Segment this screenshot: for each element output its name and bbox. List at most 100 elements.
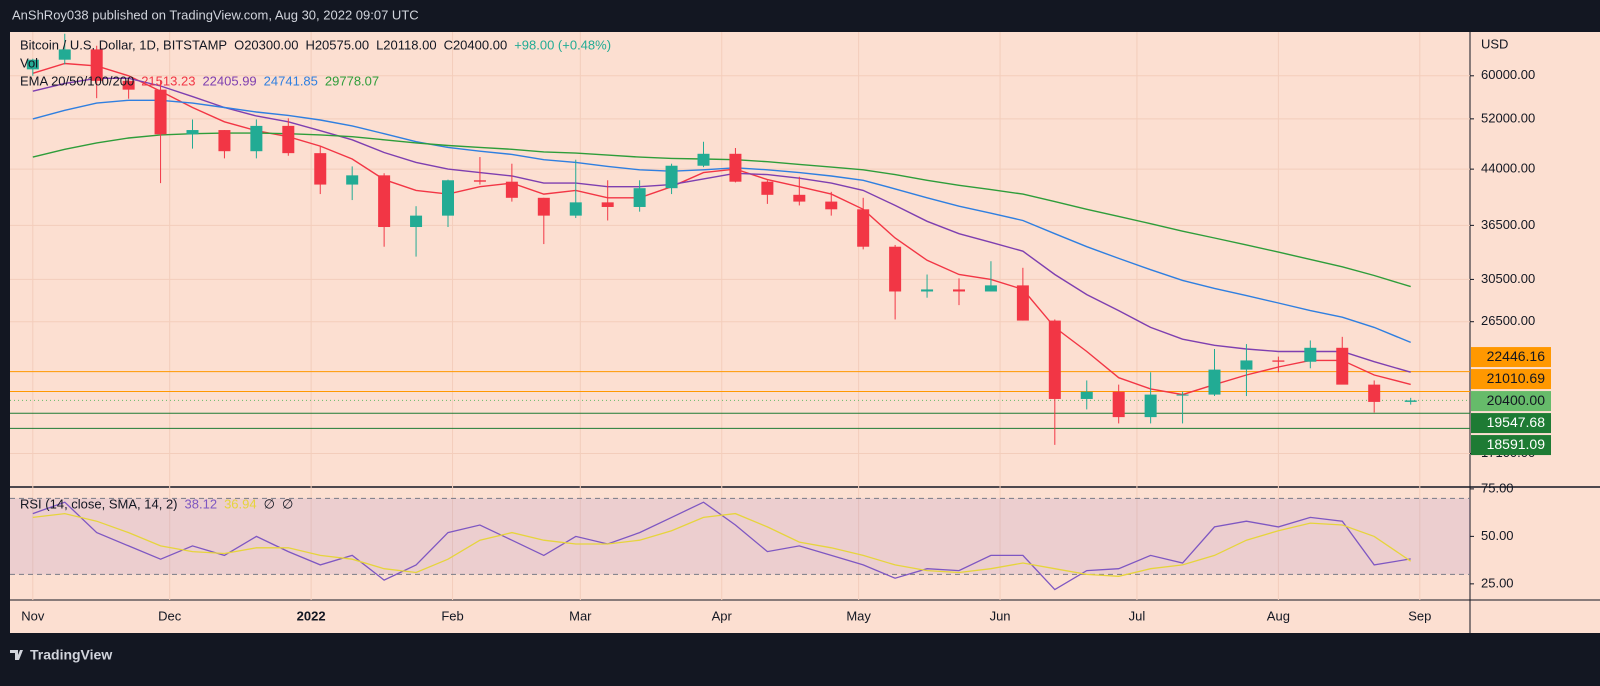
rsi-tick-label: 25.00 <box>1481 575 1514 590</box>
candle-body <box>761 181 774 195</box>
x-tick-label: Jun <box>990 608 1011 623</box>
candle-body <box>921 289 934 292</box>
y-tick-label: 36500.00 <box>1481 217 1535 232</box>
publish-info: AnShRoy038 published on TradingView.com,… <box>12 7 419 22</box>
rsi-band <box>10 498 1470 575</box>
price-label-box <box>1471 369 1551 390</box>
candle-body <box>569 202 582 216</box>
candle-body <box>1404 400 1417 402</box>
price-label-box <box>1471 391 1551 412</box>
candle-body <box>122 80 135 90</box>
brand-name: TradingView <box>30 647 112 663</box>
legend-text: ∅ <box>264 496 275 511</box>
candle-body <box>410 215 423 228</box>
legend-text: Vol <box>20 55 38 70</box>
candle-body <box>1336 347 1349 385</box>
x-tick-label: 2022 <box>297 608 326 623</box>
candle-body <box>1368 384 1381 402</box>
candle-body <box>697 153 710 166</box>
candle-body <box>537 197 550 216</box>
legend-text: 24741.85 <box>264 73 318 88</box>
candle-body <box>186 130 199 135</box>
candle-body <box>857 209 870 247</box>
price-label: 20400.00 <box>1487 392 1546 408</box>
candle-body <box>953 289 965 292</box>
candle-body <box>218 130 231 152</box>
legend-text: 22405.99 <box>202 73 256 88</box>
price-label-box <box>1471 347 1551 368</box>
candle-body <box>1208 369 1221 395</box>
candle-body <box>90 49 103 81</box>
candle-body <box>665 165 678 189</box>
candle-body <box>346 175 359 185</box>
candle-body <box>984 285 997 292</box>
candle-body <box>154 89 167 135</box>
candle-body <box>250 125 263 152</box>
candle-body <box>729 153 742 182</box>
x-tick-label: Mar <box>569 608 592 623</box>
legend-text: O20300.00 <box>234 37 298 52</box>
candle-body <box>1112 391 1125 418</box>
chart-background <box>10 32 1600 633</box>
candle-body <box>601 202 614 207</box>
price-label-box <box>1471 435 1551 456</box>
legend-text: 38.12 <box>185 496 218 511</box>
x-tick-label: Nov <box>21 608 45 623</box>
legend-text: 21513.23 <box>141 73 195 88</box>
candle-body <box>26 59 39 70</box>
candle-body <box>1016 285 1029 321</box>
candle-body <box>1272 360 1285 362</box>
price-label: 18591.09 <box>1487 436 1546 452</box>
candle-body <box>378 175 391 228</box>
x-tick-label: Apr <box>712 608 733 623</box>
legend-text: C20400.00 <box>444 37 508 52</box>
y-tick-label: 60000.00 <box>1481 67 1535 82</box>
y-tick-label: 26500.00 <box>1481 313 1535 328</box>
candle-body <box>473 180 486 182</box>
y-tick-label: 44000.00 <box>1481 161 1535 176</box>
x-tick-label: Feb <box>441 608 463 623</box>
candle-body <box>1048 320 1061 399</box>
price-label: 21010.69 <box>1487 370 1546 386</box>
price-label-box <box>1471 413 1551 434</box>
candle-body <box>505 181 518 198</box>
candle-body <box>1240 360 1253 370</box>
candle-body <box>1080 391 1093 399</box>
candle-body <box>442 180 454 216</box>
rsi-line <box>32 512 1412 577</box>
legend-text: 29778.07 <box>325 73 379 88</box>
ema-line <box>32 77 1411 373</box>
ema-line <box>32 99 1411 344</box>
x-tick-label: Aug <box>1267 608 1290 623</box>
candle-body <box>793 194 806 202</box>
candle-body <box>58 49 71 60</box>
candle-body <box>633 188 646 207</box>
price-label: 22446.16 <box>1487 348 1546 364</box>
legend-text: 36.94 <box>224 496 257 511</box>
x-tick-label: May <box>846 608 871 623</box>
x-tick-label: Dec <box>158 608 182 623</box>
candle-body <box>1304 347 1317 362</box>
candle-body <box>282 125 295 154</box>
legend-text: ∅ <box>282 496 293 511</box>
legend-text: RSI (14, close, SMA, 14, 2) <box>20 496 178 511</box>
legend-text: Bitcoin / U.S. Dollar, 1D, BITSTAMP <box>20 37 227 52</box>
candle-body <box>314 153 327 185</box>
candle-body <box>825 201 838 210</box>
legend-text: H20575.00 <box>305 37 369 52</box>
legend-text: L20118.00 <box>376 37 437 52</box>
candle-body <box>1176 394 1189 396</box>
candle-body <box>889 246 902 292</box>
rsi-line <box>32 501 1411 591</box>
x-tick-label: Sep <box>1408 608 1431 623</box>
rsi-tick-label: 75.00 <box>1481 480 1514 495</box>
rsi-tick-label: 50.00 <box>1481 528 1514 543</box>
y-tick-label: 30500.00 <box>1481 271 1535 286</box>
candle-body <box>1144 394 1157 418</box>
price-label: 19547.68 <box>1487 414 1546 430</box>
legend-text: EMA 20/50/100/200 <box>20 73 134 88</box>
y-tick-label: 52000.00 <box>1481 110 1535 125</box>
brand-logo <box>10 650 23 660</box>
x-tick-label: Jul <box>1129 608 1146 623</box>
